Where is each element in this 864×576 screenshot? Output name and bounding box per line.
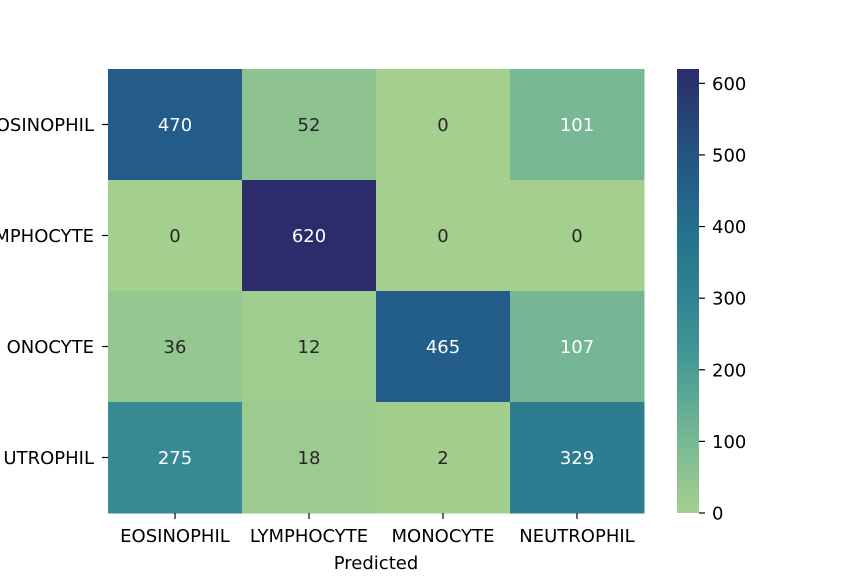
- cell-value-label: 0: [437, 226, 448, 247]
- heatmap-cell: [510, 69, 645, 181]
- colorbar-tick-label: 200: [712, 360, 746, 381]
- colorbar-tick-label: 0: [712, 504, 723, 525]
- heatmap-cell: [510, 291, 645, 403]
- heatmap-cell: [242, 291, 377, 403]
- colorbar-gradient: [677, 69, 699, 513]
- heatmap-cell: [376, 69, 511, 181]
- cell-value-label: 12: [298, 337, 321, 358]
- heatmap-cell: [108, 402, 243, 514]
- cell-value-label: 0: [169, 226, 180, 247]
- heatmap-cell: [242, 402, 377, 514]
- heatmap-cell: [510, 180, 645, 292]
- heatmap-cell: [242, 69, 377, 181]
- cell-value-label: 52: [298, 115, 321, 136]
- cell-value-label: 18: [298, 448, 321, 469]
- heatmap-cell: [108, 291, 243, 403]
- y-tick-label: OSINOPHIL: [0, 115, 94, 136]
- y-tick-labels: OSINOPHIL MPHOCYTE ONOCYTE UTROPHIL: [0, 115, 108, 469]
- heatmap-cell: [376, 402, 511, 514]
- cell-value-label: 2: [437, 448, 448, 469]
- cell-value-label: 0: [437, 115, 448, 136]
- x-tick-label: LYMPHOCYTE: [250, 526, 368, 547]
- heatmap-cell: [108, 69, 243, 181]
- colorbar-tick-label: 300: [712, 289, 746, 310]
- cell-value-label: 275: [158, 448, 192, 469]
- heatmap-cell: [376, 291, 511, 403]
- colorbar-tick-label: 500: [712, 145, 746, 166]
- colorbar: 0 100 200 300 400 500 600: [677, 69, 746, 525]
- cell-value-label: 101: [560, 115, 594, 136]
- cell-value-label: 470: [158, 115, 192, 136]
- heatmap-cell: [108, 180, 243, 292]
- cell-value-label: 107: [560, 337, 594, 358]
- cell-value-label: 36: [164, 337, 187, 358]
- colorbar-tick-label: 100: [712, 432, 746, 453]
- colorbar-tick-label: 400: [712, 217, 746, 238]
- cell-value-label: 465: [426, 337, 460, 358]
- x-tick-label: EOSINOPHIL: [120, 526, 230, 547]
- heatmap-cell: [242, 180, 377, 292]
- cell-value-label: 0: [571, 226, 582, 247]
- x-tick-label: NEUTROPHIL: [519, 526, 634, 547]
- x-axis-label: Predicted: [334, 553, 419, 574]
- heatmap-cell: [376, 180, 511, 292]
- y-tick-label: MPHOCYTE: [0, 226, 94, 247]
- x-tick-label: MONOCYTE: [392, 526, 495, 547]
- cell-value-label: 620: [292, 226, 326, 247]
- cell-value-label: 329: [560, 448, 594, 469]
- heatmap-cell: [510, 402, 645, 514]
- x-tick-labels: EOSINOPHIL LYMPHOCYTE MONOCYTE NEUTROPHIL: [120, 513, 635, 547]
- y-tick-label: ONOCYTE: [7, 337, 94, 358]
- y-tick-label: UTROPHIL: [3, 448, 94, 469]
- colorbar-tick-label: 600: [712, 74, 746, 95]
- heatmap-grid: 470 52 0 101 0 620 0 0 36 12 465 107 275 18 2 329: [108, 69, 645, 514]
